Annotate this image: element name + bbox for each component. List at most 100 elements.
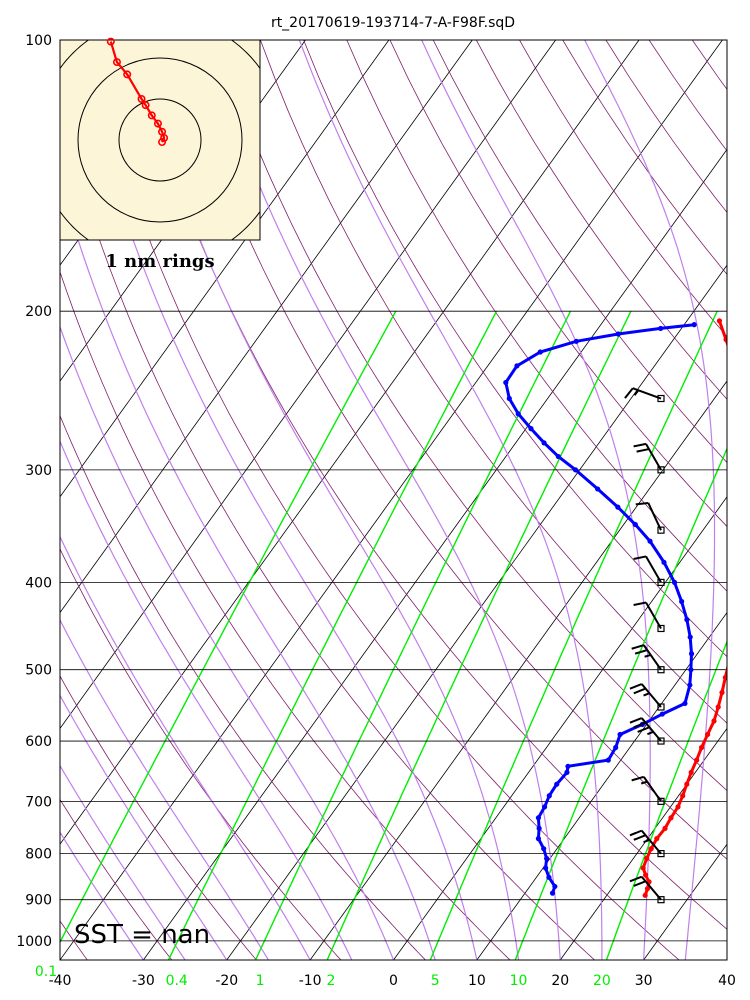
pressure-tick-label: 100: [25, 33, 52, 49]
temperature-point: [698, 744, 705, 751]
pressure-tick-label: 500: [25, 663, 52, 679]
dry-adiabat-line: [303, 40, 727, 658]
pressure-tick-label: 300: [25, 463, 52, 479]
hodograph-point: [141, 101, 150, 110]
temperature-point: [711, 718, 717, 724]
wind-barb-flag: [633, 601, 647, 607]
temperature-point: [745, 570, 750, 575]
pressure-tick-label: 400: [25, 575, 52, 591]
mixing-ratio-label: 0.4: [166, 973, 188, 989]
wind-barb-flag: [629, 829, 643, 837]
moist-adiabat-line: [60, 831, 144, 960]
dewpoint-point: [595, 486, 601, 492]
isotherm-line: [0, 40, 55, 960]
temperature-point: [722, 674, 727, 681]
temperature-tick-label: 20: [551, 973, 569, 989]
dewpoint-point: [573, 338, 579, 344]
mixing-ratio-label: 2: [327, 973, 336, 989]
temperature-point: [732, 363, 737, 368]
isotherm-line: [309, 380, 727, 960]
temperature-point: [746, 549, 750, 554]
dry-adiabat-line: [216, 40, 727, 792]
wind-barb-flag: [629, 717, 643, 724]
wind-barb: [629, 875, 665, 904]
dry-adiabat-line: [60, 798, 173, 960]
dry-adiabat-line: [130, 40, 727, 930]
isotherm-line: [726, 959, 727, 960]
temperature-point: [680, 793, 686, 799]
wind-barb-station: [657, 526, 665, 534]
isobar-lines: [60, 40, 727, 942]
wind-barb-half-flag: [633, 389, 640, 396]
dewpoint-point: [661, 559, 667, 565]
dewpoint-line: [504, 323, 695, 894]
temperature-tick-label: -10: [299, 973, 322, 989]
dewpoint-point: [564, 769, 570, 775]
dewpoint-point: [687, 682, 693, 688]
dewpoint-point: [555, 453, 561, 460]
temperature-point: [688, 769, 694, 775]
dewpoint-point: [617, 731, 623, 738]
wind-barb-flag: [633, 555, 647, 560]
dewpoint-point: [541, 846, 547, 852]
hodograph-point: [153, 119, 162, 128]
temperature-point: [675, 804, 681, 810]
pressure-tick-label: 200: [25, 304, 52, 320]
isotherm-line: [60, 40, 640, 845]
hodograph-point: [112, 58, 121, 67]
dewpoint-point: [541, 804, 548, 810]
dewpoint-point: [506, 395, 512, 402]
hodograph-point: [147, 111, 156, 120]
dewpoint-point: [514, 363, 520, 369]
wind-barb-station: [657, 797, 665, 805]
wind-barb-flag: [631, 644, 645, 650]
hodograph-point: [106, 37, 115, 46]
wind-barb-staff: [645, 602, 662, 629]
dewpoint-point: [546, 793, 552, 799]
moist-adiabat-line: [60, 439, 353, 960]
temperature-point: [735, 626, 740, 631]
wind-barb-half-flag: [644, 654, 651, 658]
temperature-point: [719, 689, 725, 696]
wind-barb: [633, 555, 665, 587]
temperature-point: [643, 872, 649, 878]
wind-barb-station: [657, 578, 665, 587]
moist-adiabat-line: [60, 694, 228, 960]
wind-barb-flag: [633, 442, 647, 448]
temperature-tick-label: 10: [468, 973, 486, 989]
wind-barb-flag: [635, 501, 649, 506]
dry-adiabat-line: [605, 40, 727, 214]
moist-adiabat-line: [60, 325, 395, 960]
dewpoint-point: [543, 865, 549, 871]
moist-adiabat-line: [60, 618, 269, 960]
wind-barb-flag: [631, 775, 645, 782]
dewpoint-point: [544, 855, 550, 862]
mixing-ratio-line: [167, 310, 498, 960]
dewpoint-point: [682, 700, 688, 707]
dry-adiabat-line: [60, 414, 426, 960]
wind-barb-flag: [637, 726, 650, 733]
temperature-point: [743, 411, 748, 416]
dry-adiabat-line: [691, 40, 727, 90]
pressure-tick-label: 700: [25, 794, 52, 810]
mixing-ratio-label: 1: [256, 973, 265, 989]
dewpoint-point: [615, 504, 621, 510]
plot-frame: [59, 39, 728, 961]
temperature-point: [705, 731, 711, 738]
temperature-point: [742, 589, 747, 594]
wind-barb-station: [657, 394, 665, 403]
moist-adiabat-line: [60, 177, 436, 960]
temperature-point: [668, 815, 674, 821]
dewpoint-point: [549, 890, 556, 896]
dry-adiabat-line: [736, 40, 750, 960]
mixing-ratio-label: 10: [510, 973, 528, 989]
dry-adiabat-line: [389, 40, 727, 528]
temperature-point: [648, 846, 654, 852]
dewpoint-point: [605, 757, 611, 763]
dewpoint-point: [565, 763, 571, 769]
dewpoint-point: [615, 331, 621, 337]
moist-adiabat-line: [133, 40, 520, 960]
hodograph-ring: [118, 98, 202, 182]
hodograph-inset: [59, 37, 261, 241]
